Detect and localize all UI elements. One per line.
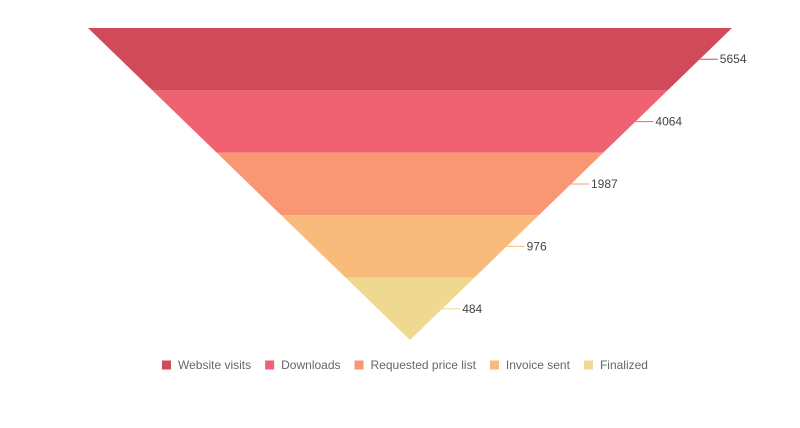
legend-swatch-requested-price-list (354, 360, 364, 370)
legend-swatch-invoice-sent (489, 360, 499, 370)
legend-item-invoice-sent[interactable]: Invoice sent (489, 358, 571, 372)
legend-label-finalized: Finalized (600, 358, 648, 372)
value-label-requested-price-list: 1987 (591, 177, 618, 191)
data-labels: 5654 4064 1987 976 484 (442, 52, 747, 316)
legend-swatch-finalized (583, 360, 593, 370)
value-label-invoice-sent: 976 (527, 239, 547, 253)
legend-item-downloads[interactable]: Downloads (265, 358, 341, 372)
funnel-segment-invoice-sent[interactable] (281, 215, 539, 278)
funnel-segment-finalized[interactable] (345, 277, 475, 340)
legend-item-finalized[interactable]: Finalized (583, 358, 648, 372)
value-label-downloads: 4064 (655, 115, 682, 129)
legend-label-website-visits: Website visits (178, 358, 251, 372)
value-label-finalized: 484 (462, 302, 482, 316)
legend-item-requested-price-list[interactable]: Requested price list (354, 358, 477, 372)
funnel-segment-website-visits[interactable] (88, 28, 732, 91)
legend-label-invoice-sent: Invoice sent (506, 358, 571, 372)
legend-label-downloads: Downloads (281, 358, 340, 372)
funnel-segments (88, 28, 732, 340)
legend-swatch-website-visits (162, 360, 172, 370)
legend-label-requested-price-list: Requested price list (371, 358, 477, 372)
value-label-website-visits: 5654 (720, 52, 747, 66)
legend: Website visits Downloads Requested price l… (162, 358, 648, 372)
legend-swatch-downloads (265, 360, 275, 370)
legend-item-website-visits[interactable]: Website visits (162, 358, 251, 372)
funnel-segment-requested-price-list[interactable] (216, 152, 604, 216)
funnel-segment-downloads[interactable] (152, 90, 668, 153)
